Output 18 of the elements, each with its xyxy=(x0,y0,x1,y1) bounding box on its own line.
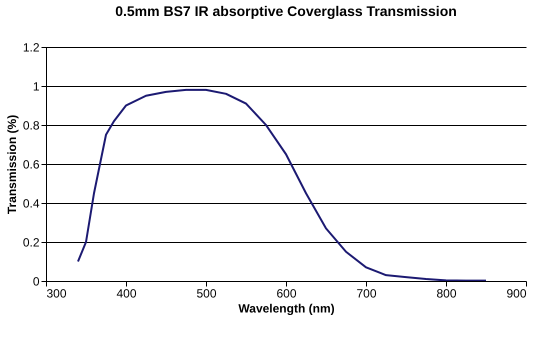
line-series xyxy=(77,88,487,281)
y-tick-label: 0.8 xyxy=(22,118,40,132)
x-tick-label: 700 xyxy=(356,286,377,300)
y-tick-label: 0.4 xyxy=(22,196,40,210)
y-tick-label: 0.6 xyxy=(22,158,40,172)
chart-title: 0.5mm BS7 IR absorptive Coverglass Transmission xyxy=(115,3,457,19)
y-axis-title: Transmission (%) xyxy=(4,114,19,214)
x-tick-label: 500 xyxy=(196,286,217,300)
y-tick-label: 1 xyxy=(32,80,40,94)
x-tick-label: 800 xyxy=(436,286,457,300)
x-axis-title: Wavelength (nm) xyxy=(238,302,335,316)
x-tick-label: 300 xyxy=(46,286,67,300)
y-tick-label: 1.2 xyxy=(22,40,40,54)
x-tick-label: 400 xyxy=(116,286,137,300)
x-tick-label: 600 xyxy=(276,286,297,300)
y-tick-label: 0 xyxy=(32,274,40,288)
x-tick-label: 900 xyxy=(506,286,527,300)
y-tick-label: 0.2 xyxy=(22,236,40,250)
